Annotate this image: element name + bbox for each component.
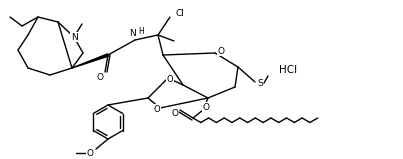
Text: O: O	[154, 104, 160, 114]
Text: O: O	[167, 75, 173, 83]
Text: N: N	[130, 30, 136, 38]
Text: O: O	[87, 149, 93, 158]
Polygon shape	[72, 54, 108, 68]
Text: O: O	[172, 110, 179, 118]
Text: Cl: Cl	[175, 8, 184, 17]
Text: O: O	[202, 103, 210, 111]
Text: H: H	[138, 28, 144, 37]
Text: O: O	[96, 73, 104, 82]
Text: S: S	[257, 79, 263, 87]
Text: O: O	[218, 46, 224, 55]
Text: N: N	[71, 32, 77, 41]
Text: HCl: HCl	[279, 65, 297, 75]
